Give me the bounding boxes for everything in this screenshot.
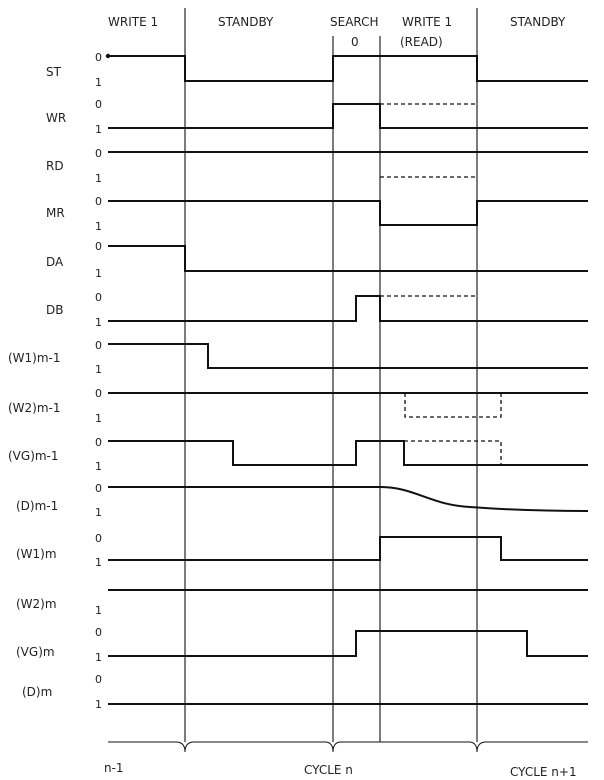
level-0-da: 0 — [95, 240, 102, 253]
waveform-st — [108, 55, 588, 82]
phase-label-write1: WRITE 1 — [108, 15, 158, 29]
signal-label-wr: WR — [46, 111, 66, 125]
level-1-wr: 1 — [95, 123, 102, 136]
signal-label-rd: RD — [46, 159, 64, 173]
level-1-vg-m: 1 — [95, 651, 102, 664]
signal-label-w2-m-1: (W2)m-1 — [8, 401, 61, 415]
waveform-db — [108, 295, 588, 322]
phase-label-search: SEARCH — [330, 15, 379, 29]
signal-label-st: ST — [46, 65, 62, 79]
waveform-w1-m — [108, 536, 588, 561]
signal-label-da: DA — [46, 255, 64, 269]
signal-label-vg-m-1: (VG)m-1 — [8, 449, 59, 463]
level-0-w1-m-1: 0 — [95, 339, 102, 352]
level-1-db: 1 — [95, 316, 102, 329]
level-1-d-m-1: 1 — [95, 506, 102, 519]
phase-label-write1-read: WRITE 1 — [402, 15, 452, 29]
signal-label-d-m: (D)m — [22, 685, 52, 699]
level-0-wr: 0 — [95, 98, 102, 111]
level-1-w1-m: 1 — [95, 556, 102, 569]
waveform-vg-m-1 — [108, 440, 588, 466]
phase-label-standby: STANDBY — [218, 15, 274, 29]
level-1-da: 1 — [95, 267, 102, 280]
level-0-d-m: 0 — [95, 673, 102, 686]
st-start-dot — [105, 53, 111, 59]
waveform-w1-m-1 — [108, 343, 588, 369]
level-0-vg-m-1: 0 — [95, 436, 102, 449]
signal-label-mr: MR — [46, 206, 65, 220]
brace-cycle-prev — [108, 741, 186, 753]
level-0-w1-m: 0 — [95, 532, 102, 545]
level-1-vg-m-1: 1 — [95, 460, 102, 473]
level-1-mr: 1 — [95, 220, 102, 233]
level-0-st: 0 — [95, 51, 102, 64]
phase-sublabel-read: (READ) — [400, 35, 443, 49]
signal-label-db: DB — [46, 303, 63, 317]
cycle-label-current: CYCLE n — [304, 763, 353, 777]
level-1-w2-m-1: 1 — [95, 412, 102, 425]
waveform-w2-m-1-dashed — [404, 393, 502, 418]
signal-label-vg-m: (VG)m — [16, 645, 55, 659]
waveform-da — [108, 245, 588, 272]
cycle-label-prev: n-1 — [104, 761, 124, 775]
phase-label-standby2: STANDBY — [510, 15, 566, 29]
level-1-d-m: 1 — [95, 698, 102, 711]
signal-label-d-m-1: (D)m-1 — [16, 499, 58, 513]
brace-cycle-current — [184, 741, 478, 753]
level-1-w1-m-1: 1 — [95, 363, 102, 376]
level-0-mr: 0 — [95, 195, 102, 208]
level-1-rd: 1 — [95, 172, 102, 185]
level-0-rd: 0 — [95, 147, 102, 160]
waveform-vg-m-1-dashed — [404, 440, 502, 465]
waveform-vg-m — [108, 630, 588, 657]
phase-boundaries — [184, 8, 478, 742]
signal-label-w2-m: (W2)m — [16, 597, 57, 611]
cycle-label-next: CYCLE n+1 — [510, 765, 577, 779]
level-labels: 0 1 0 1 0 1 0 1 0 1 0 1 0 1 0 1 0 1 0 1 … — [95, 51, 102, 711]
signal-label-w1-m-1: (W1)m-1 — [8, 351, 61, 365]
level-0-w2-m-1: 0 — [95, 387, 102, 400]
level-0-db: 0 — [95, 291, 102, 304]
waveform-wr — [108, 103, 588, 129]
level-0-d-m-1: 0 — [95, 482, 102, 495]
waveform-mr — [108, 200, 588, 226]
brace-cycle-next — [476, 741, 588, 753]
waveform-d-m-1 — [108, 486, 589, 512]
signal-label-w1-m: (W1)m — [16, 547, 57, 561]
level-0-vg-m: 0 — [95, 626, 102, 639]
phase-sublabel-search: 0 — [351, 35, 359, 49]
level-1-w2-m: 1 — [95, 604, 102, 617]
level-1-st: 1 — [95, 76, 102, 89]
